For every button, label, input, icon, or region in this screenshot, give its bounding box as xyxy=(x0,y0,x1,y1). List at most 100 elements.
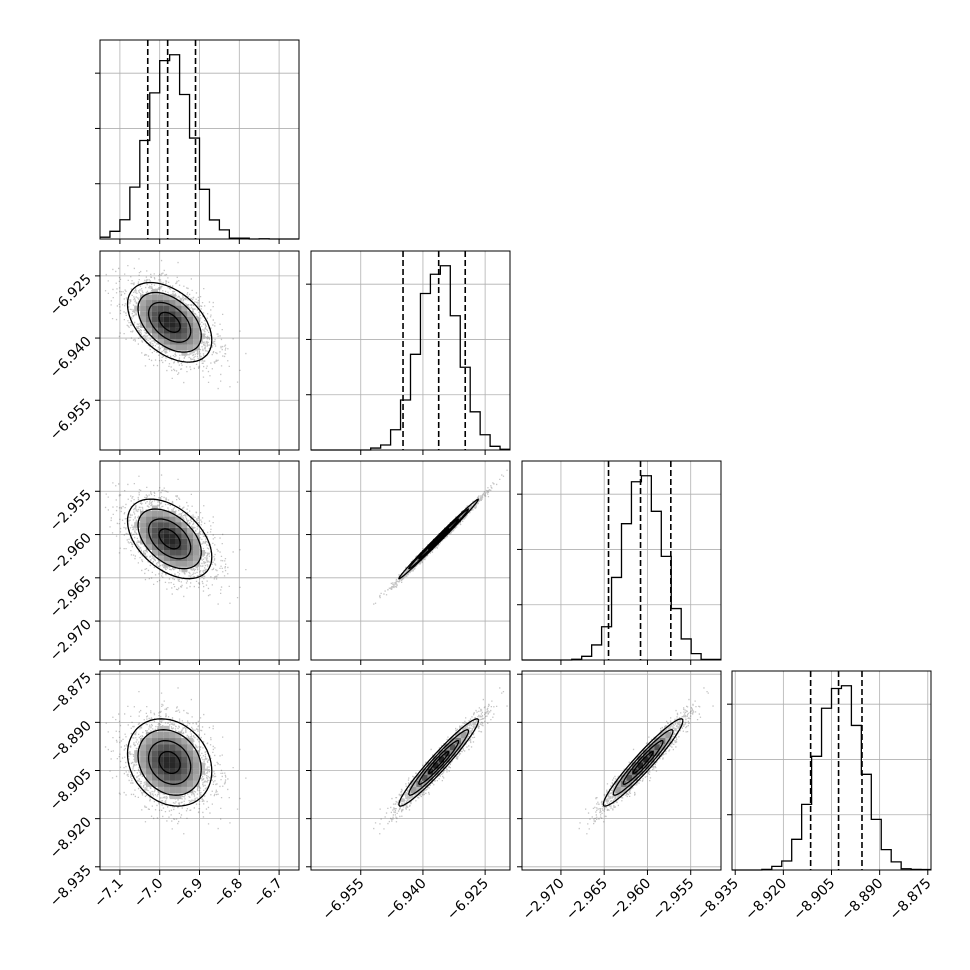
density-cell-2-0-11-3 xyxy=(193,555,200,562)
density-cell-1-0-10-8 xyxy=(187,311,194,317)
density-cell-3-0-10-10 xyxy=(187,738,194,745)
xtick-label-0-3: −6.8 xyxy=(211,876,246,911)
density-cell-2-0-4-9 xyxy=(151,522,158,528)
density-cell-1-0-5-3 xyxy=(157,339,164,345)
density-cell-3-1-9-9 xyxy=(449,744,456,751)
density-cell-3-1-5-5 xyxy=(427,768,434,775)
density-cell-2-0-4-11 xyxy=(151,511,158,517)
density-cell-2-1-4-4 xyxy=(421,550,428,556)
density-cell-3-0-4-3 xyxy=(151,780,158,787)
density-cell-3-1-8-9 xyxy=(444,744,450,751)
density-cell-2-1-11-11 xyxy=(460,511,467,517)
density-cell-3-0-5-5 xyxy=(157,768,164,775)
density-cell-3-0-7-6 xyxy=(169,762,176,769)
density-cell-2-0-7-4 xyxy=(169,550,176,556)
density-cell-3-0-10-2 xyxy=(187,786,194,794)
density-cell-3-0-2-7 xyxy=(140,756,147,763)
ytick-label-3-1: −8.920 xyxy=(47,814,95,862)
density-cell-2-0-5-11 xyxy=(157,511,164,517)
density-cell-1-0-8-7 xyxy=(175,316,182,323)
density-cell-3-0-9-10 xyxy=(181,738,188,745)
ytick-label-3-4: −8.875 xyxy=(47,670,95,718)
ytick-label-2-2: −2.960 xyxy=(47,530,95,578)
density-cell-3-0-5-3 xyxy=(157,780,164,787)
density-cell-3-0-8-9 xyxy=(175,744,182,751)
density-cell-1-0-8-10 xyxy=(175,300,182,306)
density-cell-1-0-7-2 xyxy=(169,344,176,351)
density-cell-2-0-7-10 xyxy=(169,516,176,523)
density-cell-3-0-7-1 xyxy=(169,793,176,800)
density-cell-1-0-10-7 xyxy=(187,316,194,323)
contour-1-0-2 xyxy=(137,291,202,353)
density-cell-2-0-6-6 xyxy=(163,538,170,545)
histogram-3 xyxy=(732,685,931,871)
density-cell-1-0-6-5 xyxy=(163,327,170,334)
density-cell-2-0-7-8 xyxy=(169,527,176,534)
density-cell-2-0-5-6 xyxy=(157,538,164,545)
density-cell-2-0-10-3 xyxy=(187,555,194,562)
density-cell-1-0-4-9 xyxy=(151,305,158,312)
density-cell-2-0-8-10 xyxy=(175,516,182,523)
density-cell-3-0-11-7 xyxy=(193,756,200,763)
density-cell-1-0-4-6 xyxy=(151,322,158,328)
density-cell-3-0-9-6 xyxy=(181,762,188,769)
density-cell-3-0-4-5 xyxy=(151,768,158,775)
scatter-axes-2-1 xyxy=(310,460,511,661)
density-cell-1-0-6-4 xyxy=(163,333,170,340)
density-cell-1-0-4-12 xyxy=(151,288,158,295)
xtick-label-1-0: −6.955 xyxy=(320,876,368,924)
density-cell-3-2-4-4 xyxy=(626,774,632,781)
density-cell-1-0-7-10 xyxy=(169,300,176,306)
density-cell-3-0-4-10 xyxy=(151,738,158,745)
density-cell-1-0-9-6 xyxy=(181,322,188,328)
density-cell-3-0-2-10 xyxy=(140,738,147,745)
scatter-panel-2-1 xyxy=(311,461,510,660)
density-cell-3-0-11-5 xyxy=(193,768,200,775)
density-cell-3-0-4-6 xyxy=(151,762,158,769)
density-cell-1-0-2-10 xyxy=(140,300,147,306)
density-cell-3-2-5-5 xyxy=(631,768,638,775)
density-cell-2-0-7-9 xyxy=(169,522,176,528)
density-cell-2-0-5-3 xyxy=(157,555,164,562)
density-cell-2-0-3-11 xyxy=(146,511,152,517)
density-cell-3-0-8-8 xyxy=(175,750,182,757)
density-cell-3-0-9-4 xyxy=(181,774,188,781)
ytick-label-1-1: −6.940 xyxy=(47,334,95,382)
density-cell-2-0-9-7 xyxy=(181,533,188,539)
density-cell-3-0-10-7 xyxy=(187,756,194,763)
density-cell-3-0-9-3 xyxy=(181,780,188,787)
density-cell-3-2-9-9 xyxy=(654,744,660,751)
density-cell-2-0-7-3 xyxy=(169,555,176,562)
density-cell-1-0-5-4 xyxy=(157,333,164,340)
density-cell-3-2-4-3 xyxy=(626,780,632,787)
density-cell-1-0-5-7 xyxy=(157,316,164,323)
density-cell-3-0-6-2 xyxy=(163,786,170,794)
density-cell-1-0-8-2 xyxy=(175,344,182,351)
density-cell-2-0-7-7 xyxy=(169,533,176,539)
density-cell-2-0-2-10 xyxy=(140,516,147,523)
density-cell-3-1-10-9 xyxy=(455,744,461,751)
density-cell-1-0-7-9 xyxy=(169,305,176,312)
contour-1-0-1 xyxy=(147,301,192,343)
ytick-label-3-3: −8.890 xyxy=(47,718,95,766)
density-cell-3-0-12-5 xyxy=(199,768,206,775)
contour-2-1-2 xyxy=(407,508,470,570)
ytick-label-1-2: −6.925 xyxy=(47,271,95,319)
density-cell-1-0-7-7 xyxy=(169,316,176,323)
scatter-panel-2-0 xyxy=(100,461,299,660)
density-cell-2-0-4-12 xyxy=(151,505,158,512)
density-cell-3-1-7-7 xyxy=(438,756,445,763)
density-cell-1-0-7-4 xyxy=(169,333,176,340)
density-cell-2-1-1-1 xyxy=(405,566,411,573)
density-cell-3-0-5-2 xyxy=(157,786,164,794)
density-cell-3-1-4-4 xyxy=(421,774,428,781)
contour-3-2-1 xyxy=(622,740,664,785)
density-cell-3-0-8-10 xyxy=(175,738,182,745)
density-cell-3-0-8-5 xyxy=(175,768,182,775)
density-cell-1-0-4-8 xyxy=(151,311,158,317)
density-cell-2-1-6-6 xyxy=(433,538,439,545)
density-cell-2-0-11-6 xyxy=(193,538,200,545)
xtick-label-3-1: −8.920 xyxy=(742,876,790,924)
density-cell-3-0-9-5 xyxy=(181,768,188,775)
histogram-2 xyxy=(522,475,721,661)
